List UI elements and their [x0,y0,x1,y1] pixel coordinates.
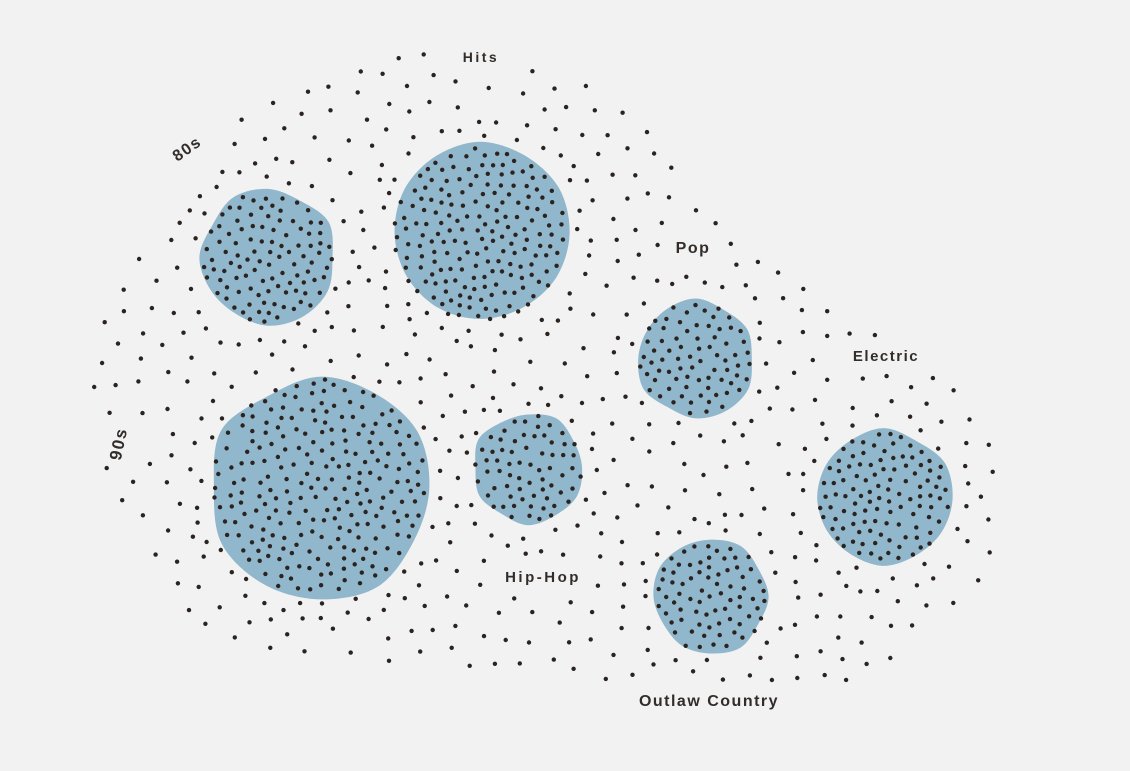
cluster-blob-90s[interactable] [213,376,430,600]
cluster-label-90s[interactable]: 90s [106,426,131,462]
cluster-label-hip-hop[interactable]: Hip-Hop [505,569,581,586]
cluster-label-electric[interactable]: Electric [853,348,919,365]
cluster-blob-hits[interactable] [394,141,570,319]
cluster-label-pop[interactable]: Pop [676,240,711,257]
cluster-label-hits[interactable]: Hits [463,49,499,65]
cluster-labels: Hits 80s Pop 90s Hip-Hop Electric Outlaw Count… [106,49,919,710]
cluster-blob-80s[interactable] [199,188,333,326]
cluster-label-80s[interactable]: 80s [170,133,205,165]
cluster-blob-pop[interactable] [638,298,752,419]
cluster-blob-hip-hop[interactable] [475,414,583,526]
cluster-blob-electric[interactable] [817,428,953,566]
cluster-label-outlaw-country[interactable]: Outlaw Country [639,693,779,710]
dot-field [92,52,995,683]
